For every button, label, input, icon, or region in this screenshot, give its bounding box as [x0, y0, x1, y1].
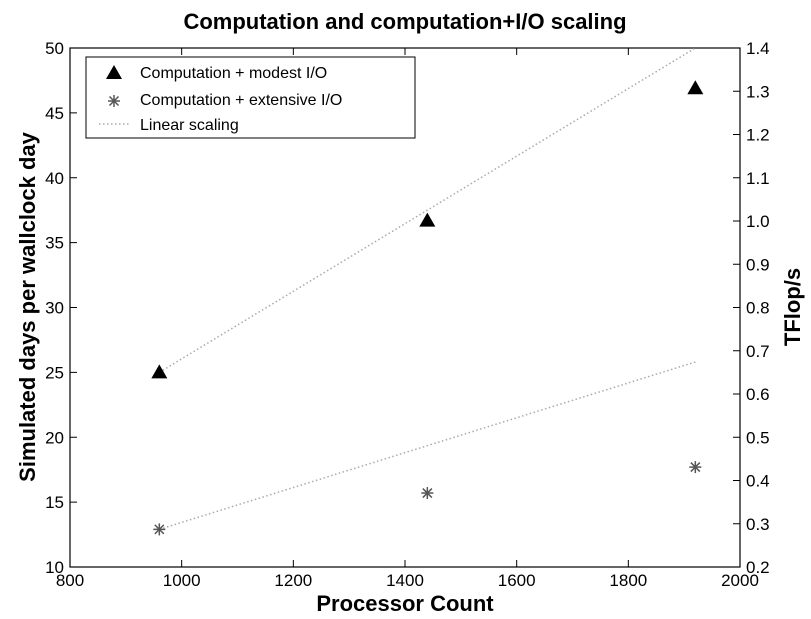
- y-tick-label: 15: [45, 493, 64, 512]
- series-marks: [151, 80, 704, 536]
- point-modest-io: [687, 80, 704, 95]
- x-axis-ticks: 800 1000 1200 1400 1600 1800 2000: [56, 48, 759, 590]
- y2-tick-label: 1.0: [746, 212, 770, 231]
- legend-box: [85, 56, 416, 139]
- y2-tick-label: 0.2: [746, 558, 770, 577]
- y2-tick-label: 0.5: [746, 428, 770, 447]
- x-tick-label: 1800: [609, 571, 647, 590]
- legend-asterisk-marker: [108, 95, 120, 107]
- x-tick-label: 1000: [163, 571, 201, 590]
- y-tick-label: 50: [45, 39, 64, 58]
- x-tick-label: 800: [56, 571, 84, 590]
- x-tick-label: 2000: [721, 571, 759, 590]
- y2-tick-label: 0.3: [746, 515, 770, 534]
- y-tick-label: 30: [45, 299, 64, 318]
- y-tick-label: 25: [45, 363, 64, 382]
- y2-tick-label: 0.9: [746, 255, 770, 274]
- y-tick-label: 40: [45, 169, 64, 188]
- y2-tick-label: 1.4: [746, 39, 770, 58]
- point-extensive-io: [421, 487, 434, 500]
- y2-axis-label: TFlop/s: [780, 268, 805, 346]
- y2-tick-label: 0.4: [746, 472, 770, 491]
- y-axis-left-ticks: 10 15 20 25 30 35 40 45 50: [45, 39, 77, 577]
- x-axis-label: Processor Count: [316, 591, 494, 616]
- legend-label-linear-scaling: Linear scaling: [140, 117, 239, 134]
- y-axis-right-ticks: 0.2 0.3 0.4 0.5 0.6 0.7 0.8 0.9 1.0 1.1 1.2 1.3 1.4: [733, 39, 770, 577]
- y-tick-label: 20: [45, 428, 64, 447]
- x-tick-label: 1600: [498, 571, 536, 590]
- y2-tick-label: 1.2: [746, 126, 770, 145]
- linear-scaling-line: [158, 47, 696, 374]
- y2-tick-label: 1.1: [746, 169, 770, 188]
- point-modest-io: [151, 364, 168, 379]
- x-tick-label: 1200: [274, 571, 312, 590]
- y-tick-label: 35: [45, 234, 64, 253]
- chart-title: Computation and computation+I/O scaling: [183, 9, 626, 34]
- point-modest-io: [419, 212, 436, 227]
- legend-triangle-marker: [106, 65, 122, 79]
- y2-tick-label: 1.3: [746, 82, 770, 101]
- linear-scaling-line: [159, 361, 696, 531]
- y-axis-label: Simulated days per wallclock day: [15, 131, 40, 481]
- y-tick-label: 10: [45, 558, 64, 577]
- legend-label-modest-io: Computation + modest I/O: [140, 65, 327, 82]
- point-extensive-io: [153, 523, 166, 536]
- x-tick-label: 1400: [386, 571, 424, 590]
- y2-tick-label: 0.8: [746, 299, 770, 318]
- linear-scaling-lines: [158, 47, 696, 531]
- legend: Computation + modest I/O Computation + e…: [85, 56, 416, 139]
- y2-tick-label: 0.7: [746, 342, 770, 361]
- y-tick-label: 45: [45, 104, 64, 123]
- point-extensive-io: [689, 461, 702, 474]
- y2-tick-label: 0.6: [746, 385, 770, 404]
- legend-label-extensive-io: Computation + extensive I/O: [140, 92, 342, 109]
